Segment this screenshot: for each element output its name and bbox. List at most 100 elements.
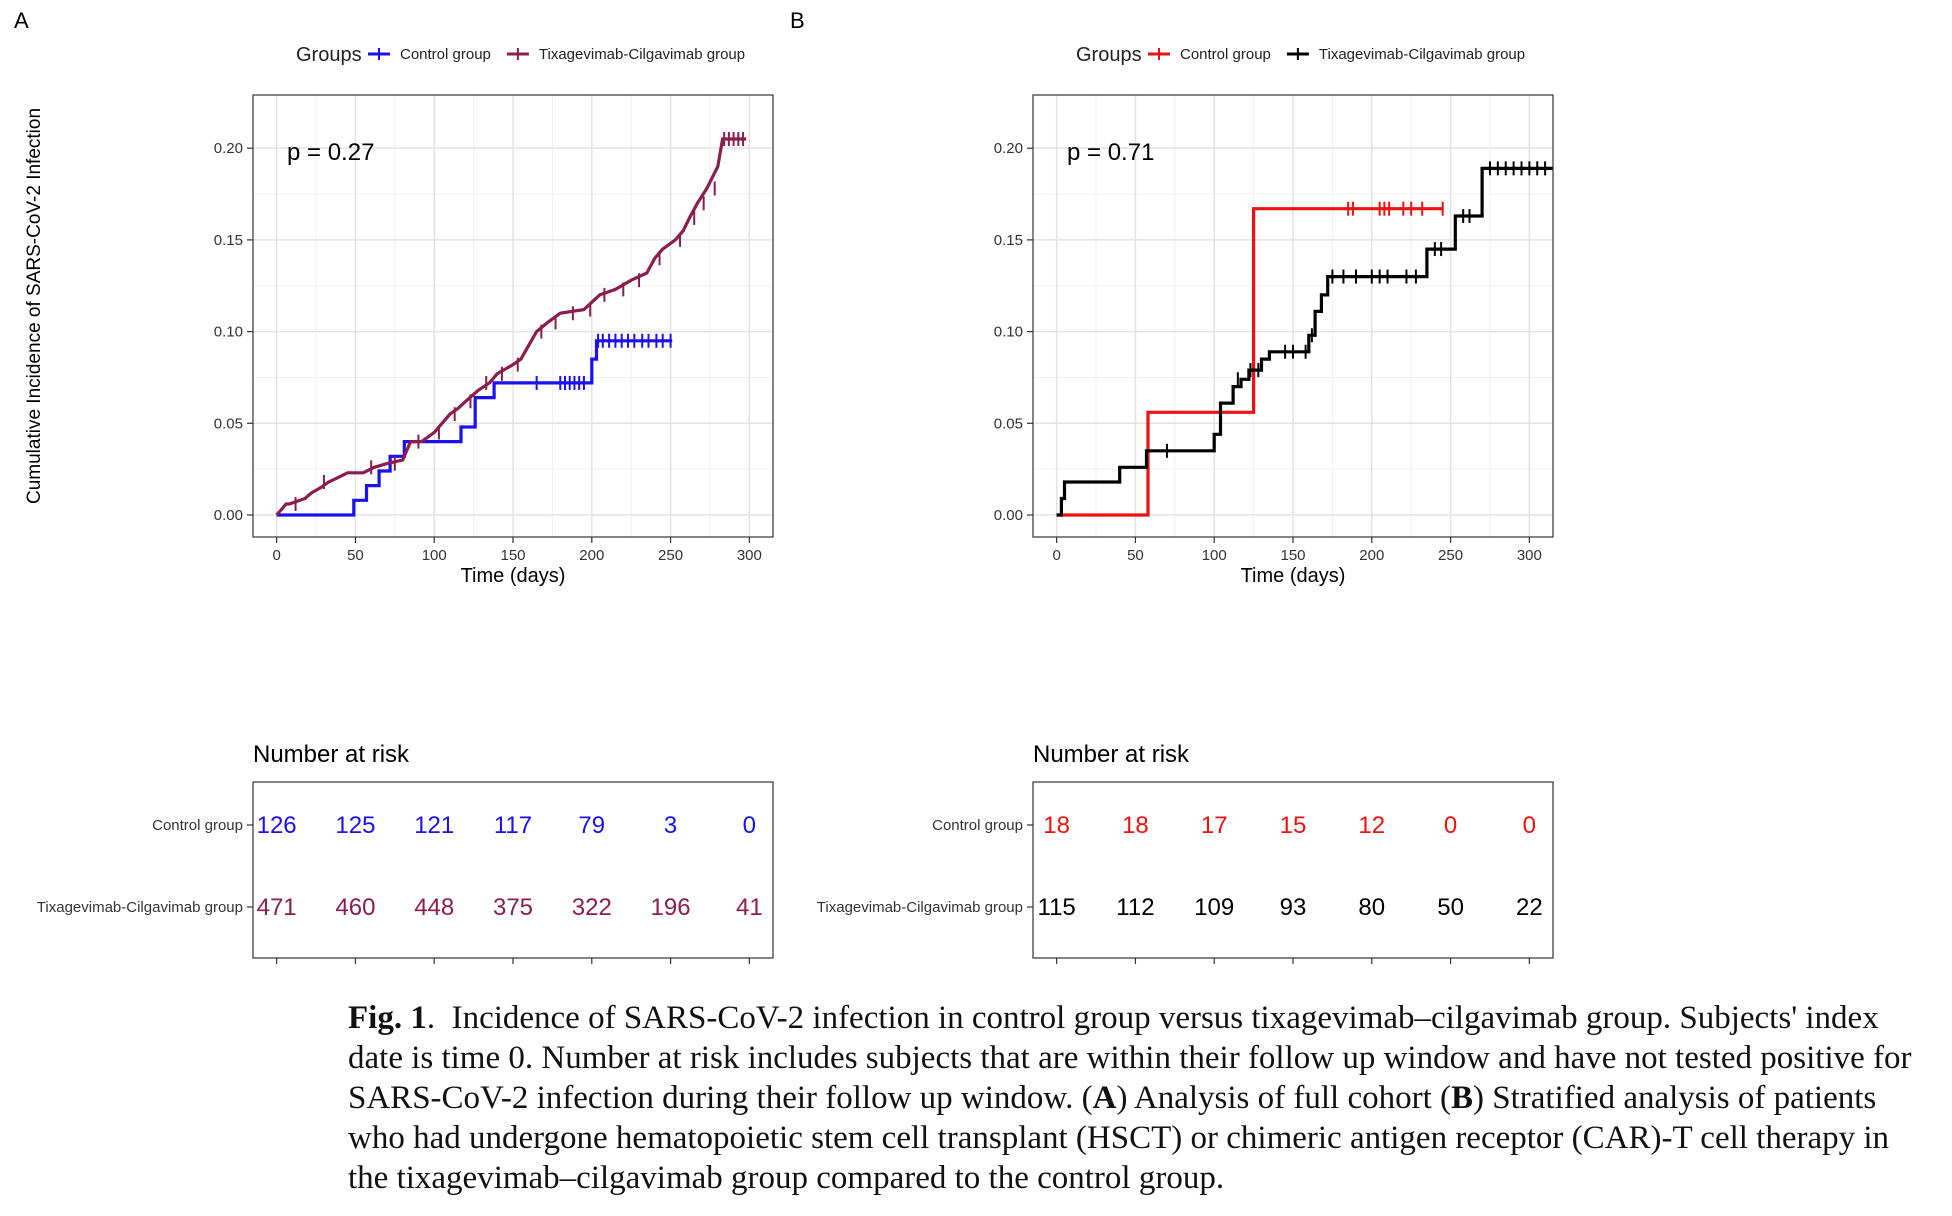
risk-cell: 3 xyxy=(664,812,677,839)
risk-cell: 375 xyxy=(493,894,533,921)
legend: Groups Control group Tixagevimab-Cilgavima… xyxy=(296,44,745,66)
series-line xyxy=(275,137,747,517)
x-tick-label: 250 xyxy=(1438,547,1463,564)
x-tick-label: 150 xyxy=(1280,547,1305,564)
risk-cell: 115 xyxy=(1038,894,1076,921)
risk-cell: 18 xyxy=(1043,812,1070,839)
series-line xyxy=(1056,166,1553,517)
x-tick-label: 200 xyxy=(579,547,604,564)
risk-cell: 196 xyxy=(651,894,691,921)
legend-label: Tixagevimab-Cilgavimab group xyxy=(1319,46,1525,63)
y-tick-label: 0.05 xyxy=(214,415,243,432)
risk-table-title: Number at risk xyxy=(253,741,410,768)
y-tick-label: 0.10 xyxy=(994,324,1023,341)
caption-part-b-text: Stratified analysis of patients who had … xyxy=(348,1080,1890,1196)
legend-label: Tixagevimab-Cilgavimab group xyxy=(539,46,745,63)
risk-cell: 117 xyxy=(494,812,532,839)
risk-cell: 41 xyxy=(736,894,763,921)
x-tick-label: 50 xyxy=(347,547,364,564)
figure-caption: Fig. 1. Incidence of SARS-CoV-2 infectio… xyxy=(348,1000,1912,1196)
x-tick-label: 100 xyxy=(422,547,447,564)
risk-row-label: Tixagevimab-Cilgavimab group xyxy=(817,899,1023,916)
y-tick-label: 0.05 xyxy=(994,415,1023,432)
series-line xyxy=(1056,207,1443,517)
caption-part-a: A xyxy=(1092,1080,1117,1116)
series-control xyxy=(276,333,673,517)
series-control xyxy=(1056,201,1444,517)
risk-table-row: Control group 126 125 121 117 79 3 0 xyxy=(152,812,756,839)
y-tick-label: 0.20 xyxy=(214,140,243,157)
risk-cell: 448 xyxy=(414,894,454,921)
risk-cell: 18 xyxy=(1122,812,1149,839)
x-tick-label: 100 xyxy=(1202,547,1227,564)
risk-cell: 121 xyxy=(414,812,454,839)
legend-label: Control group xyxy=(1180,46,1271,63)
p-value-annotation: p = 0.71 xyxy=(1067,139,1154,166)
risk-cell: 0 xyxy=(1444,812,1457,839)
legend-title: Groups xyxy=(296,44,362,66)
panel-a: A Groups Control group Tixagevimab-Cilgavim… xyxy=(14,8,774,964)
risk-row-label: Control group xyxy=(932,817,1023,834)
legend-item: Control group xyxy=(368,46,491,63)
x-tick-label: 50 xyxy=(1127,547,1144,564)
x-tick-label: 150 xyxy=(500,547,525,564)
x-tick-label: 0 xyxy=(1052,547,1060,564)
risk-table-border xyxy=(252,781,774,959)
x-tick-label: 200 xyxy=(1359,547,1384,564)
y-axis-title: Cumulative Incidence of SARS-CoV-2 Infec… xyxy=(24,108,45,504)
caption-part-a-text: Analysis of full cohort xyxy=(1133,1080,1432,1116)
legend-item: Tixagevimab-Cilgavimab group xyxy=(506,46,745,63)
x-axis-title: Time (days) xyxy=(1241,565,1346,587)
panel-label: B xyxy=(790,8,805,33)
plot-area xyxy=(1032,94,1554,538)
panel-label: A xyxy=(14,8,29,33)
legend: Groups Control group Tixagevimab-Cilgavima… xyxy=(1076,44,1525,66)
risk-cell: 17 xyxy=(1201,812,1228,839)
caption-part-b: B xyxy=(1451,1080,1474,1116)
risk-table-row: Control group 18 18 17 15 12 0 0 xyxy=(932,812,1536,839)
risk-cell: 80 xyxy=(1358,894,1385,921)
caption-label: Fig. 1 xyxy=(348,1000,427,1036)
x-tick-label: 300 xyxy=(737,547,762,564)
risk-cell: 126 xyxy=(257,812,297,839)
legend-label: Control group xyxy=(400,46,491,63)
legend-item: Control group xyxy=(1148,46,1271,63)
y-tick-label: 0.00 xyxy=(994,507,1023,524)
risk-cell: 109 xyxy=(1194,894,1234,921)
y-tick-label: 0.15 xyxy=(994,232,1023,249)
plot-area xyxy=(252,94,774,538)
panel-b: B Groups Control group Tixagevimab-Cilgavim… xyxy=(790,8,1554,964)
risk-cell: 12 xyxy=(1358,812,1385,839)
risk-table-row: Tixagevimab-Cilgavimab group 115 112 109 93 8… xyxy=(817,894,1543,921)
series-treatment xyxy=(275,132,747,517)
risk-row-label: Tixagevimab-Cilgavimab group xyxy=(37,899,243,916)
x-tick-label: 250 xyxy=(658,547,683,564)
risk-cell: 0 xyxy=(1523,812,1536,839)
risk-cell: 471 xyxy=(257,894,297,921)
risk-table-border xyxy=(1032,781,1554,959)
risk-cell: 93 xyxy=(1280,894,1307,921)
risk-row-label: Control group xyxy=(152,817,243,834)
y-tick-label: 0.20 xyxy=(994,140,1023,157)
risk-table: Number at risk Control group 126 125 121 117 7… xyxy=(37,741,774,964)
risk-cell: 112 xyxy=(1116,894,1154,921)
risk-cell: 460 xyxy=(335,894,375,921)
risk-cell: 22 xyxy=(1516,894,1543,921)
risk-cell: 0 xyxy=(743,812,756,839)
x-tick-label: 0 xyxy=(272,547,280,564)
risk-cell: 79 xyxy=(578,812,605,839)
risk-cell: 322 xyxy=(572,894,612,921)
risk-cell: 125 xyxy=(335,812,375,839)
p-value-annotation: p = 0.27 xyxy=(287,139,374,166)
risk-table-title: Number at risk xyxy=(1033,741,1190,768)
series-line xyxy=(276,339,673,517)
risk-cell: 50 xyxy=(1437,894,1464,921)
x-tick-label: 300 xyxy=(1517,547,1542,564)
risk-table: Number at risk Control group 18 18 17 15 12 0 0 T… xyxy=(817,741,1554,964)
x-axis-title: Time (days) xyxy=(461,565,566,587)
caption-text: Incidence of SARS-CoV-2 infection in con… xyxy=(348,1000,1912,1116)
legend-title: Groups xyxy=(1076,44,1142,66)
legend-item: Tixagevimab-Cilgavimab group xyxy=(1286,46,1525,63)
risk-cell: 15 xyxy=(1280,812,1307,839)
